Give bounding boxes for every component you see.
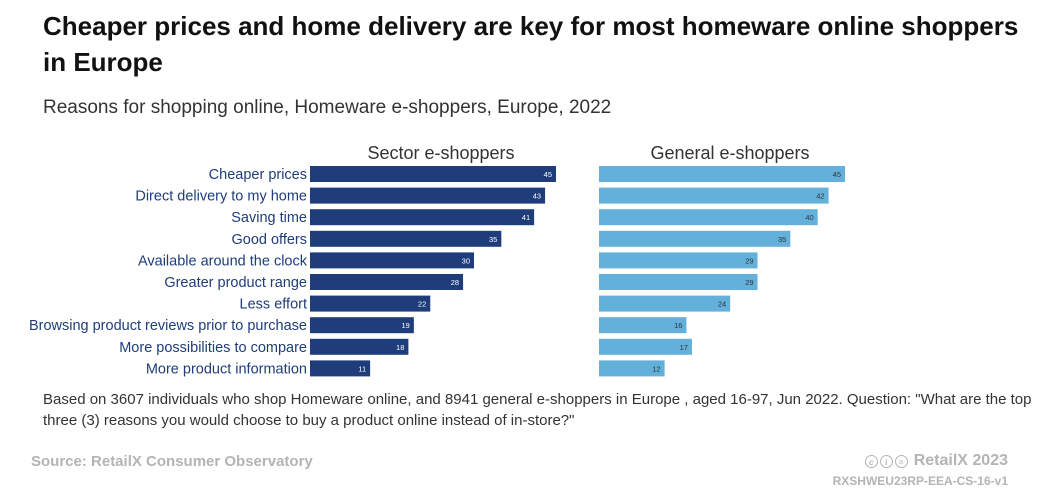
- bar: [310, 230, 502, 247]
- bar: [599, 338, 692, 355]
- report-code: RXSHWEU23RP-EEA-CS-16-v1: [832, 474, 1008, 488]
- data-label: 12: [652, 364, 660, 373]
- bar: [310, 274, 464, 290]
- data-label: 29: [745, 278, 753, 287]
- bar: [599, 230, 791, 247]
- data-label: 29: [745, 256, 753, 265]
- data-label: 19: [402, 321, 410, 330]
- chart-subtitle: Reasons for shopping online, Homeware e-…: [43, 97, 612, 118]
- bar: [310, 187, 546, 204]
- license-icons: c i =: [864, 454, 908, 468]
- bar: [310, 360, 371, 377]
- cc-icon: c: [864, 454, 878, 468]
- data-label: 17: [680, 343, 688, 352]
- panel-title: Sector e-shoppers: [367, 143, 514, 163]
- source-credit: Source: RetailX Consumer Observatory: [31, 453, 313, 470]
- bar: [599, 295, 731, 312]
- category-label: Browsing product reviews prior to purcha…: [29, 318, 307, 334]
- data-label: 24: [718, 300, 726, 309]
- methodology-note: Based on 3607 individuals who shop Homew…: [43, 391, 1032, 429]
- nd-icon: =: [894, 454, 908, 468]
- chart-title: Cheaper prices and home delivery are key…: [43, 11, 1019, 77]
- data-label: 11: [358, 364, 366, 373]
- data-label: 35: [489, 235, 497, 244]
- data-label: 40: [805, 213, 813, 222]
- data-label: 35: [778, 235, 786, 244]
- category-label: Good offers: [231, 232, 307, 248]
- bar: [310, 317, 414, 334]
- data-label: 42: [816, 192, 824, 201]
- category-label: Available around the clock: [138, 253, 308, 269]
- data-label: 43: [533, 192, 541, 201]
- bar: [310, 166, 556, 182]
- brand-credit: c i = RetailX 2023: [864, 452, 1008, 470]
- bar: [310, 338, 409, 355]
- data-label: 28: [451, 278, 459, 287]
- by-icon: i: [879, 454, 893, 468]
- brand-label: RetailX 2023: [913, 452, 1008, 469]
- category-label: More product information: [146, 361, 307, 377]
- panel-title: General e-shoppers: [650, 143, 809, 163]
- category-label: Greater product range: [164, 275, 307, 291]
- category-label: More possibilities to compare: [119, 340, 307, 356]
- bar: [599, 166, 845, 182]
- bar: [310, 252, 474, 269]
- category-label: Saving time: [231, 210, 307, 226]
- category-label: Cheaper prices: [209, 167, 307, 183]
- data-label: 45: [833, 170, 841, 179]
- data-label: 22: [418, 300, 426, 309]
- data-label: 18: [396, 343, 404, 352]
- bar: [599, 252, 758, 269]
- bar-chart: Cheaper prices Direct delivery to my home…: [29, 143, 845, 377]
- bar: [599, 187, 829, 204]
- data-label: 16: [674, 321, 682, 330]
- data-label: 45: [544, 170, 552, 179]
- bar: [599, 274, 758, 290]
- bar: [310, 295, 431, 312]
- bar: [599, 209, 818, 226]
- bar: [310, 209, 535, 226]
- bar: [599, 360, 665, 377]
- bar: [599, 317, 687, 334]
- data-label: 41: [522, 213, 530, 222]
- category-label: Direct delivery to my home: [135, 189, 307, 205]
- category-label: Less effort: [240, 297, 307, 313]
- data-label: 30: [462, 256, 470, 265]
